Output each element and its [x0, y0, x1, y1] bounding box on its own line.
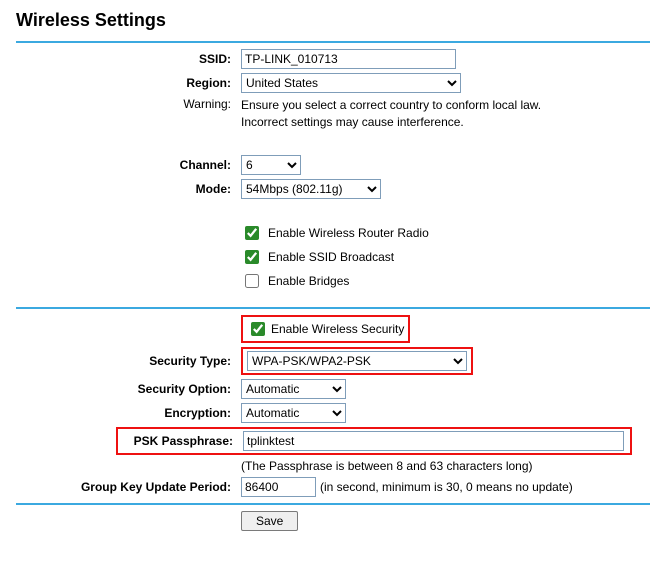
ssid-label: SSID: [16, 52, 241, 66]
encryption-select[interactable]: Automatic [241, 403, 346, 423]
cb-bridges[interactable] [245, 274, 259, 288]
cb-radio[interactable] [245, 226, 259, 240]
channel-label: Channel: [16, 158, 241, 172]
highlight-box: WPA-PSK/WPA2-PSK [241, 347, 473, 375]
psk-hint-row: (The Passphrase is between 8 and 63 char… [16, 459, 650, 473]
psk-label: PSK Passphrase: [120, 434, 243, 448]
save-button[interactable]: Save [241, 511, 298, 531]
security-type-select[interactable]: WPA-PSK/WPA2-PSK [247, 351, 467, 371]
cb-bridges-row: Enable Bridges [16, 271, 650, 291]
security-option-label: Security Option: [16, 382, 241, 396]
security-type-row: Security Type: WPA-PSK/WPA2-PSK [16, 347, 650, 375]
psk-row: PSK Passphrase: [116, 427, 632, 455]
divider [16, 41, 650, 43]
security-type-label: Security Type: [16, 354, 241, 368]
cb-security-label: Enable Wireless Security [271, 322, 404, 336]
cb-ssid-label: Enable SSID Broadcast [268, 250, 394, 264]
highlight-box: Enable Wireless Security [241, 315, 410, 343]
mode-row: Mode: 54Mbps (802.11g) [16, 179, 650, 199]
warning-line1: Ensure you select a correct country to c… [241, 97, 650, 114]
channel-row: Channel: 6 [16, 155, 650, 175]
cb-security[interactable] [251, 322, 265, 336]
warning-label: Warning: [16, 97, 241, 111]
channel-select[interactable]: 6 [241, 155, 301, 175]
cb-ssid[interactable] [245, 250, 259, 264]
warning-row: Warning: Ensure you select a correct cou… [16, 97, 650, 131]
cb-radio-row: Enable Wireless Router Radio [16, 223, 650, 243]
page-title: Wireless Settings [16, 10, 650, 31]
ssid-row: SSID: [16, 49, 650, 69]
region-select[interactable]: United States [241, 73, 461, 93]
divider [16, 307, 650, 309]
gkup-row: Group Key Update Period: (in second, min… [16, 477, 650, 497]
cb-security-row: Enable Wireless Security [16, 315, 650, 343]
encryption-row: Encryption: Automatic [16, 403, 650, 423]
mode-label: Mode: [16, 182, 241, 196]
save-row: Save [16, 511, 650, 531]
security-option-select[interactable]: Automatic [241, 379, 346, 399]
mode-select[interactable]: 54Mbps (802.11g) [241, 179, 381, 199]
cb-ssid-row: Enable SSID Broadcast [16, 247, 650, 267]
region-row: Region: United States [16, 73, 650, 93]
psk-input[interactable] [243, 431, 624, 451]
encryption-label: Encryption: [16, 406, 241, 420]
region-label: Region: [16, 76, 241, 90]
ssid-input[interactable] [241, 49, 456, 69]
divider [16, 503, 650, 505]
gkup-label: Group Key Update Period: [16, 480, 241, 494]
warning-line2: Incorrect settings may cause interferenc… [241, 114, 650, 131]
gkup-input[interactable] [241, 477, 316, 497]
psk-hint: (The Passphrase is between 8 and 63 char… [241, 459, 533, 473]
cb-radio-label: Enable Wireless Router Radio [268, 226, 429, 240]
security-option-row: Security Option: Automatic [16, 379, 650, 399]
cb-bridges-label: Enable Bridges [268, 274, 349, 288]
gkup-hint: (in second, minimum is 30, 0 means no up… [320, 480, 573, 494]
